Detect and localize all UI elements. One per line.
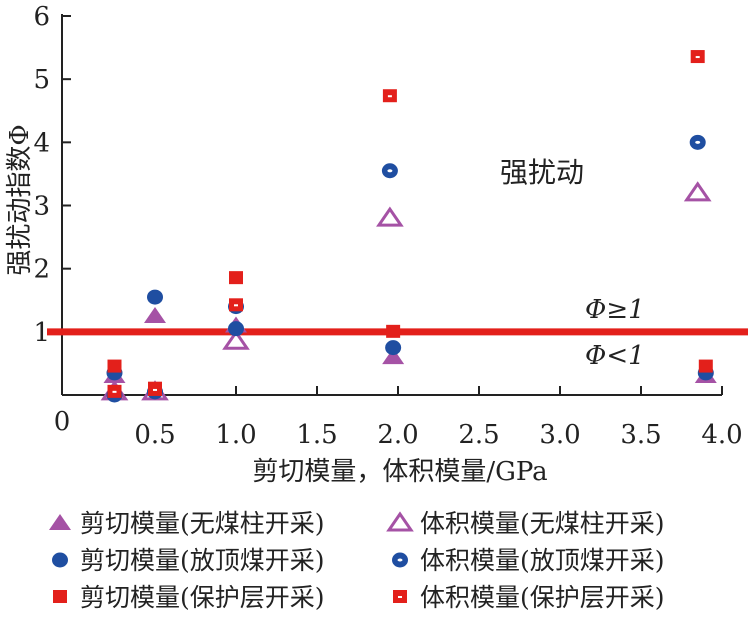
data-point-s2 bbox=[147, 289, 163, 305]
data-point-s4 bbox=[386, 324, 401, 338]
data-point-s5-dot bbox=[695, 56, 700, 59]
y-tick-label: 6 bbox=[33, 2, 50, 32]
data-point-s3-dot bbox=[387, 169, 393, 173]
legend-label: 剪切模量(保护层开采) bbox=[80, 583, 325, 612]
data-point-s4 bbox=[229, 271, 243, 285]
data-point-s2 bbox=[228, 321, 244, 337]
annotation-above: Φ≥1 bbox=[585, 295, 645, 325]
legend-label: 体积模量(保护层开采) bbox=[420, 583, 665, 612]
y-axis-label: 强扰动指数Φ bbox=[5, 124, 35, 275]
x-tick-label: 0.5 bbox=[134, 420, 175, 450]
legend-label: 体积模量(无煤柱开采) bbox=[420, 509, 665, 538]
legend-label: 剪切模量(放顶煤开采) bbox=[80, 546, 325, 575]
annotation-below: Φ<1 bbox=[585, 341, 645, 371]
data-point-s1 bbox=[683, 181, 712, 202]
data-point-s0 bbox=[144, 307, 166, 324]
x-tick-label: 1.5 bbox=[296, 420, 337, 450]
annotation-strong: 强扰动 bbox=[500, 156, 584, 189]
y-tick-label: 5 bbox=[33, 65, 50, 95]
legend-marker bbox=[52, 552, 68, 568]
data-point-s5-dot bbox=[234, 304, 238, 307]
data-point-s4 bbox=[698, 359, 713, 373]
x-axis-label: 剪切模量，体积模量/GPa bbox=[252, 457, 547, 487]
legend-marker bbox=[53, 590, 67, 603]
y-tick-label: 3 bbox=[33, 192, 50, 222]
legend-marker bbox=[49, 514, 71, 530]
legend-marker-dot bbox=[397, 558, 403, 562]
data-point-s1 bbox=[376, 206, 404, 227]
data-point-s5-dot bbox=[153, 388, 157, 391]
data-point-s1 bbox=[222, 329, 250, 350]
x-tick-label: 3.5 bbox=[620, 420, 661, 450]
data-point-s4 bbox=[107, 359, 122, 373]
legend-label: 剪切模量(无煤柱开采) bbox=[80, 509, 325, 538]
x-tick-label: 4.0 bbox=[701, 420, 742, 450]
y-tick-label: 4 bbox=[33, 128, 50, 158]
x-tick-label: 1.0 bbox=[215, 420, 256, 450]
data-point-s0 bbox=[382, 348, 405, 365]
data-point-s5-dot bbox=[112, 390, 117, 393]
legend-marker-dot bbox=[398, 596, 402, 598]
data-point-s5-dot bbox=[387, 95, 392, 98]
legend-label: 体积模量(放顶煤开采) bbox=[420, 546, 665, 575]
x-tick-label: 2.0 bbox=[377, 420, 418, 450]
y-tick-label: 2 bbox=[33, 255, 50, 285]
y-tick-label: 1 bbox=[33, 318, 50, 348]
origin-label: 0 bbox=[54, 407, 71, 437]
data-point-s3-dot bbox=[695, 140, 701, 144]
x-tick-label: 2.5 bbox=[458, 420, 499, 450]
data-point-s2 bbox=[385, 340, 402, 356]
x-tick-label: 3.0 bbox=[539, 420, 580, 450]
legend-marker bbox=[386, 511, 414, 532]
